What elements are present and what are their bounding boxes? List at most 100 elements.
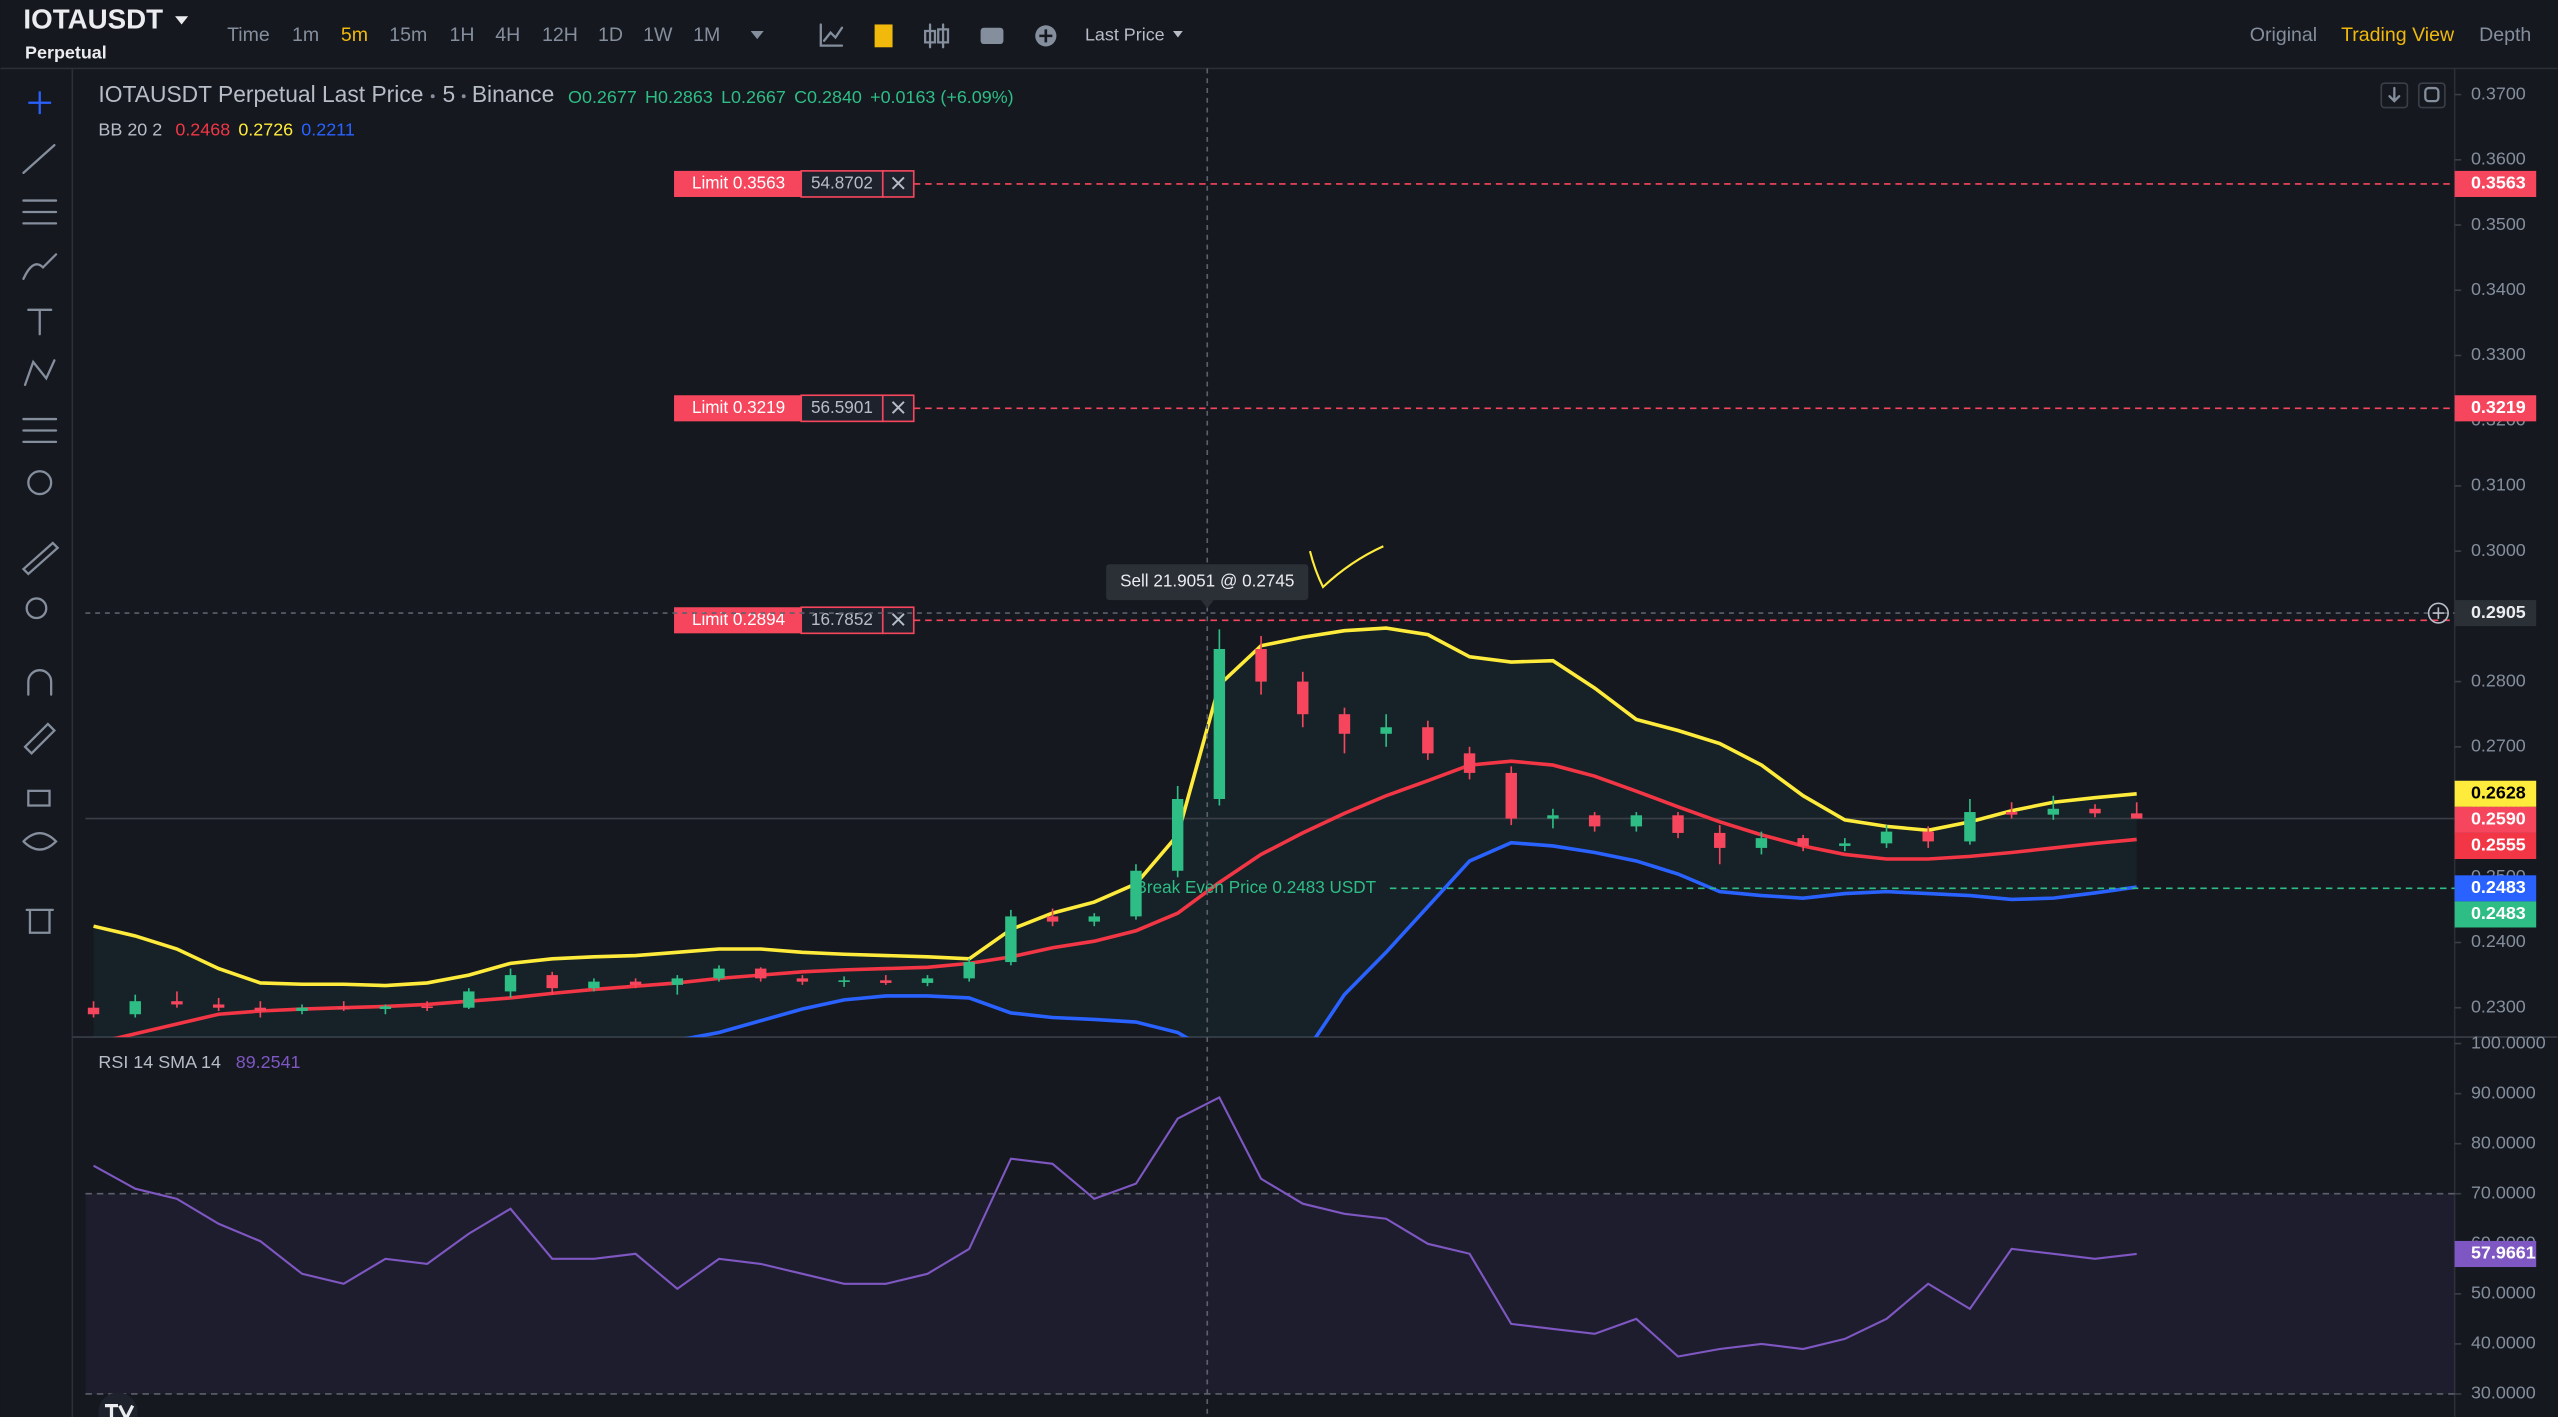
candle-body (1672, 815, 1684, 833)
scroll-button[interactable] (2380, 82, 2409, 109)
symbol-dropdown[interactable] (175, 16, 189, 25)
ohlc-legend: O0.2677 H0.2863 L0.2667 C0.2840 +0.0163 … (568, 87, 1014, 107)
chart-layer: 0.37000.36000.35000.34000.33000.32000.31… (85, 68, 2546, 1417)
timeframe[interactable]: 5m (341, 24, 368, 46)
candle-body (2089, 808, 2101, 814)
measure-tool[interactable] (21, 541, 60, 576)
timeframe[interactable]: 15m (389, 24, 427, 46)
order-label: Limit 0.3219 (692, 398, 785, 417)
timeframe[interactable]: 1M (693, 24, 720, 46)
order-label: Limit 0.3563 (692, 173, 785, 192)
hide-tool[interactable] (22, 832, 58, 851)
view-option[interactable]: Depth (2479, 24, 2531, 46)
fullscreen-button[interactable] (2417, 82, 2446, 109)
candle-body (796, 978, 809, 982)
price-badge-label: 0.3563 (2471, 173, 2526, 193)
candle-body (838, 980, 850, 982)
magnet-tool[interactable] (27, 669, 53, 696)
order-quantity: 56.5901 (811, 398, 873, 417)
view-option[interactable]: Original (2250, 24, 2317, 46)
candle-body (713, 968, 725, 979)
candle-body (1088, 916, 1100, 922)
prediction-tool[interactable] (22, 417, 58, 444)
timeframe[interactable]: 1W (643, 24, 673, 46)
zoom-tool[interactable] (25, 597, 48, 620)
timeframe-dropdown[interactable] (750, 30, 764, 40)
add-order-icon (2432, 607, 2445, 619)
price-badge (2454, 780, 2537, 807)
timeframe[interactable]: 12H (542, 24, 578, 46)
template-icon[interactable] (874, 24, 893, 48)
brush-tool[interactable] (22, 253, 58, 280)
line-tool[interactable] (22, 143, 56, 174)
candle-body (1046, 916, 1059, 922)
timeframe[interactable]: 1m (292, 24, 319, 46)
rsi-badge (2454, 1240, 2537, 1268)
indicator-value: 0.2211 (301, 119, 355, 139)
candle-body (754, 968, 767, 979)
price-badge-label: 0.2483 (2471, 903, 2526, 923)
price-source-dropdown[interactable] (1173, 30, 1183, 38)
layout-icon[interactable] (924, 23, 950, 49)
draw-mode-tool[interactable] (23, 722, 57, 755)
emoji-tool[interactable] (27, 470, 53, 496)
pattern-tool[interactable] (23, 359, 56, 386)
timeframe[interactable]: 4H (495, 24, 520, 46)
rsi-value: 89.2541 (236, 1052, 301, 1072)
candle-body (1964, 812, 1976, 842)
trade-label: Sell 21.9051 @ 0.2745 (1120, 572, 1294, 591)
candle-body (1338, 714, 1351, 734)
price-source[interactable]: Last Price (1085, 25, 1165, 45)
candle-body (546, 975, 558, 989)
chart-exchange: Binance (472, 81, 554, 107)
indicator-legend: BB 20 2 0.2468 0.2726 0.2211 (98, 119, 354, 139)
candle-body (1714, 832, 1726, 848)
view-option[interactable]: Trading View (2341, 24, 2455, 46)
separator-dot (430, 94, 435, 99)
fullscreen-icon (2424, 86, 2440, 103)
separator-dot (461, 94, 466, 99)
indicator-icon[interactable] (819, 23, 844, 47)
order-label-box (674, 170, 802, 197)
candle-body (1422, 727, 1434, 754)
timeframe[interactable]: 1H (450, 24, 475, 46)
timeframe[interactable]: Time (227, 24, 270, 46)
order-qty-box (800, 394, 884, 423)
candle-body (1588, 815, 1601, 827)
timeframe-bar: Time 1m 5m 15m 1H 4H 12H 1D 1W 1M (227, 24, 720, 46)
candle-body (379, 1006, 392, 1010)
y-tick-label: 0.3600 (2471, 149, 2526, 169)
candle-body (1380, 727, 1392, 734)
crosshair-tool[interactable] (28, 91, 52, 115)
candle-body (1922, 831, 1934, 842)
snapshot-icon[interactable] (980, 27, 1004, 45)
y-tick-label: 0.3300 (2471, 344, 2526, 364)
ohlc-high: H0.2863 (645, 87, 713, 107)
indicator-value: 0.2726 (238, 119, 293, 139)
rsi-band (85, 1193, 2455, 1394)
order-cancel-icon (891, 176, 905, 190)
view-switch: Original Trading View Depth (2250, 24, 2532, 46)
y-tick-label: 90.0000 (2471, 1082, 2536, 1102)
candle-body (1255, 648, 1267, 682)
y-tick-label: 0.3500 (2471, 214, 2526, 234)
toolbar-icons (819, 23, 1057, 49)
fib-tool[interactable] (22, 199, 58, 225)
delete-tool[interactable] (25, 908, 54, 934)
candle-body (1463, 753, 1476, 773)
price-badge-label: 0.3219 (2471, 397, 2526, 417)
rsi-pane (85, 1095, 2455, 1395)
candle-body (504, 975, 517, 992)
drawing-check (1308, 545, 1384, 589)
candle-body (1171, 798, 1184, 871)
text-tool[interactable] (27, 308, 53, 336)
candle-body (1547, 815, 1559, 819)
symbol[interactable]: IOTAUSDT (23, 4, 163, 35)
price-badge (2454, 901, 2537, 928)
add-order-button[interactable] (2427, 602, 2449, 624)
lock-tool[interactable] (27, 789, 51, 807)
price-badge-label: 0.2628 (2471, 783, 2526, 803)
timeframe[interactable]: 1D (598, 24, 623, 46)
